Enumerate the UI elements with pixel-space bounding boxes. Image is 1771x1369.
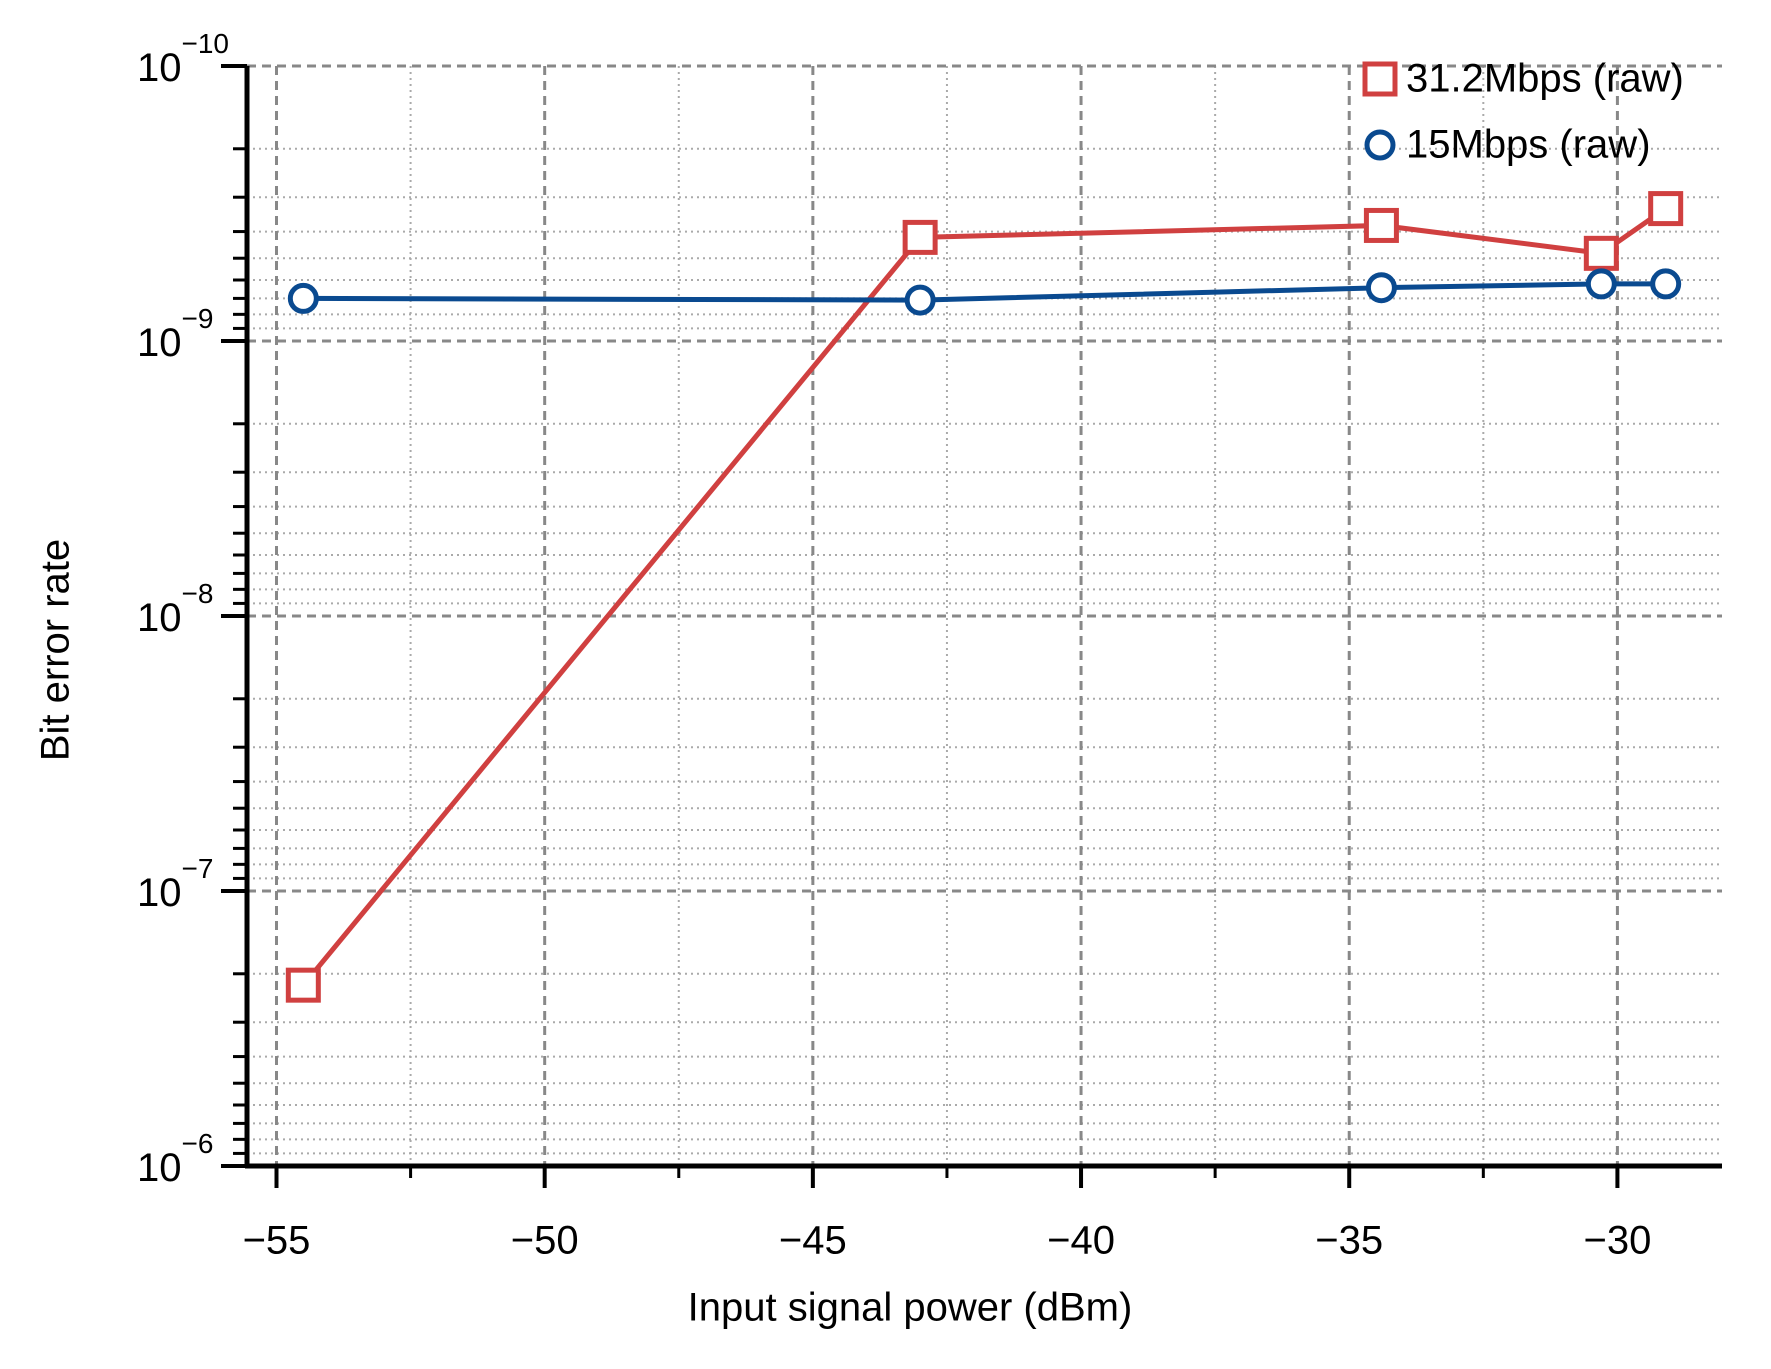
y-tick-base: 10	[137, 871, 182, 915]
y-tick-label: 10−7	[137, 853, 213, 914]
marker	[902, 219, 938, 255]
legend-marker	[1364, 129, 1396, 161]
x-tick-label: −40	[1047, 1219, 1115, 1263]
y-tick-exponent: −9	[182, 303, 214, 334]
y-tick-exponent: −6	[182, 1128, 214, 1159]
y-tick-base: 10	[137, 596, 182, 640]
marker	[1648, 191, 1684, 227]
y-tick-base: 10	[137, 46, 182, 90]
marker	[904, 284, 936, 316]
legend-marker	[1362, 61, 1398, 97]
y-tick-base: 10	[137, 1146, 182, 1190]
y-axis-label: Bit error rate	[34, 539, 78, 761]
x-tick-label: −35	[1315, 1219, 1383, 1263]
marker	[1585, 268, 1617, 300]
marker	[1650, 268, 1682, 300]
marker	[1365, 272, 1397, 304]
y-tick-label: 10−9	[137, 303, 213, 364]
x-axis-label: Input signal power (dBm)	[688, 1286, 1133, 1330]
marker	[1363, 207, 1399, 243]
series-line	[303, 281, 1666, 303]
marker	[285, 967, 321, 1003]
legend-label: 31.2Mbps (raw)	[1406, 57, 1684, 101]
marker	[1583, 235, 1619, 271]
legend-label: 15Mbps (raw)	[1406, 123, 1651, 167]
marker	[287, 282, 319, 314]
x-tick-label: −55	[243, 1219, 311, 1263]
y-tick-label: 10−6	[137, 1128, 213, 1189]
y-tick-base: 10	[137, 321, 182, 365]
y-tick-exponent: −10	[182, 28, 230, 59]
y-tick-label: 10−8	[137, 578, 213, 639]
y-tick-label: 10−10	[137, 28, 229, 89]
x-tick-label: −45	[779, 1219, 847, 1263]
y-tick-exponent: −8	[182, 578, 214, 609]
y-tick-exponent: −7	[182, 853, 214, 884]
series-line	[301, 206, 1668, 987]
x-tick-label: −30	[1583, 1219, 1651, 1263]
x-tick-label: −50	[511, 1219, 579, 1263]
